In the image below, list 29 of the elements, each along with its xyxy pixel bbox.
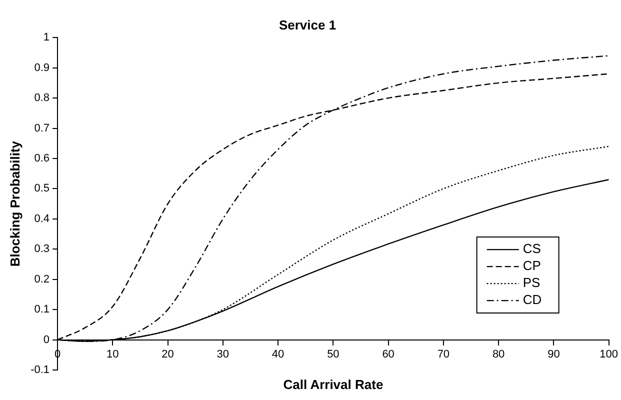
x-tick-label: 60 xyxy=(382,348,394,360)
legend-label: CS xyxy=(522,241,542,256)
y-tick-label: 0.8 xyxy=(34,92,50,104)
y-tick-label: 0.4 xyxy=(34,212,50,225)
chart-title: Service 1 xyxy=(278,17,336,32)
y-tick-label: 0.7 xyxy=(34,122,50,134)
y-tick-label: 1 xyxy=(43,32,50,44)
x-tick-label: 70 xyxy=(437,348,450,360)
y-tick-label: 0.1 xyxy=(34,304,50,316)
x-tick-label: 10 xyxy=(106,348,119,360)
y-tick-label: 0.6 xyxy=(34,152,50,165)
x-tick-label: 30 xyxy=(216,348,230,360)
legend-label: CD xyxy=(522,292,542,308)
x-tick-label: 80 xyxy=(492,348,505,360)
x-tick-label: 40 xyxy=(272,348,284,360)
x-tick-label: 100 xyxy=(600,348,618,360)
x-tick-label: 20 xyxy=(162,348,174,360)
y-tick-label: -0.1 xyxy=(30,364,50,376)
y-tick-label: 0.5 xyxy=(34,182,50,195)
y-tick-label: 0.9 xyxy=(34,62,50,74)
legend-label: PS xyxy=(522,275,540,290)
y-tick-label: 0 xyxy=(43,334,50,346)
y-tick-label: 0.2 xyxy=(34,273,50,286)
x-tick-label: 90 xyxy=(548,348,560,360)
y-axis-title: Blocking Probability xyxy=(7,140,22,267)
legend-label: CP xyxy=(522,258,541,274)
x-axis-title: Call Arrival Rate xyxy=(283,377,384,392)
x-tick-label: 50 xyxy=(327,348,340,360)
y-tick-label: 0.3 xyxy=(34,243,50,256)
